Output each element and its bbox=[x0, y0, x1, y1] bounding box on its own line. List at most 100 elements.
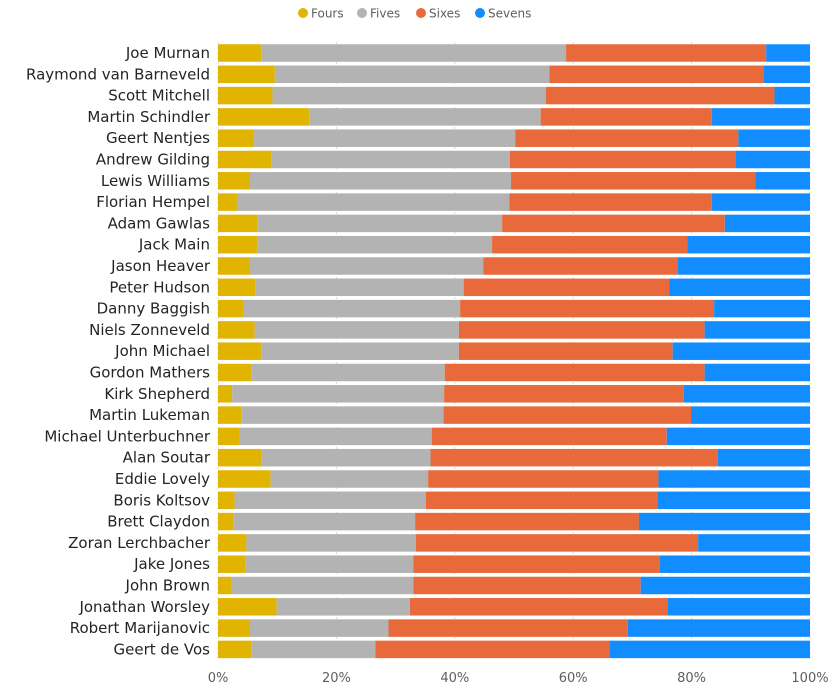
bar-fives-martin-lukeman[interactable] bbox=[241, 406, 444, 424]
bar-fives-geert-nentjes[interactable] bbox=[254, 129, 516, 147]
bar-sixes-martin-lukeman[interactable] bbox=[443, 406, 692, 424]
bar-fours-john-michael[interactable] bbox=[218, 342, 262, 360]
bar-sixes-geert-de-vos[interactable] bbox=[375, 640, 610, 659]
bar-fours-boris-koltsov[interactable] bbox=[218, 491, 235, 510]
bar-fives-alan-soutar[interactable] bbox=[261, 448, 431, 467]
bar-fives-john-brown[interactable] bbox=[231, 576, 414, 595]
bar-fives-jonathan-worsley[interactable] bbox=[276, 598, 410, 616]
bar-fours-geert-de-vos[interactable] bbox=[218, 640, 252, 659]
bar-fours-jason-heaver[interactable] bbox=[218, 257, 250, 275]
bar-sixes-raymond-van-barneveld[interactable] bbox=[549, 65, 764, 84]
bar-fives-brett-claydon[interactable] bbox=[233, 512, 416, 531]
bar-sevens-joe-murnan[interactable] bbox=[766, 44, 810, 62]
bar-fives-florian-hempel[interactable] bbox=[236, 193, 510, 211]
legend-item-sevens[interactable]: Sevens bbox=[475, 7, 531, 21]
bar-sevens-peter-hudson[interactable] bbox=[669, 278, 810, 297]
bar-sixes-martin-schindler[interactable] bbox=[540, 108, 712, 126]
bar-fives-robert-marijanovic[interactable] bbox=[249, 619, 389, 637]
bar-fours-john-brown[interactable] bbox=[218, 576, 232, 595]
bar-sixes-lewis-williams[interactable] bbox=[511, 172, 756, 190]
bar-sevens-niels-zonneveld[interactable] bbox=[704, 321, 810, 339]
bar-fours-lewis-williams[interactable] bbox=[218, 172, 250, 190]
bar-sixes-niels-zonneveld[interactable] bbox=[458, 321, 705, 339]
bar-fives-jack-main[interactable] bbox=[257, 235, 493, 254]
bar-sixes-john-brown[interactable] bbox=[413, 576, 641, 595]
bar-sevens-brett-claydon[interactable] bbox=[638, 512, 810, 531]
bar-fives-jake-jones[interactable] bbox=[245, 555, 414, 573]
bar-fours-robert-marijanovic[interactable] bbox=[218, 619, 250, 637]
bar-sixes-adam-gawlas[interactable] bbox=[502, 214, 725, 233]
bar-fours-adam-gawlas[interactable] bbox=[218, 214, 258, 233]
legend-item-fives[interactable]: Fives bbox=[357, 7, 400, 21]
bar-sevens-john-michael[interactable] bbox=[672, 342, 810, 360]
bar-fours-gordon-mathers[interactable] bbox=[218, 363, 252, 382]
bar-sevens-michael-unterbuchner[interactable] bbox=[666, 427, 810, 446]
bar-fours-scott-mitchell[interactable] bbox=[218, 86, 273, 105]
bar-sixes-andrew-gilding[interactable] bbox=[509, 150, 736, 169]
bar-fives-niels-zonneveld[interactable] bbox=[254, 321, 459, 339]
legend-item-sixes[interactable]: Sixes bbox=[416, 7, 460, 21]
bar-sevens-jonathan-worsley[interactable] bbox=[667, 598, 810, 616]
bar-sixes-zoran-lerchbacher[interactable] bbox=[415, 534, 699, 552]
bar-fours-alan-soutar[interactable] bbox=[218, 448, 262, 467]
bar-sixes-jonathan-worsley[interactable] bbox=[409, 598, 668, 616]
bar-fours-jack-main[interactable] bbox=[218, 235, 258, 254]
bar-sevens-kirk-shepherd[interactable] bbox=[683, 385, 810, 403]
bar-fives-boris-koltsov[interactable] bbox=[234, 491, 426, 510]
bar-fives-martin-schindler[interactable] bbox=[309, 108, 541, 126]
bar-sixes-geert-nentjes[interactable] bbox=[515, 129, 739, 147]
bar-sixes-kirk-shepherd[interactable] bbox=[444, 385, 684, 403]
bar-sevens-scott-mitchell[interactable] bbox=[774, 86, 810, 105]
bar-fours-jonathan-worsley[interactable] bbox=[218, 598, 277, 616]
bar-fours-danny-baggish[interactable] bbox=[218, 299, 244, 318]
bar-sevens-martin-lukeman[interactable] bbox=[691, 406, 810, 424]
bar-sixes-scott-mitchell[interactable] bbox=[545, 86, 775, 105]
bar-fives-jason-heaver[interactable] bbox=[249, 257, 484, 275]
bar-sevens-geert-nentjes[interactable] bbox=[738, 129, 810, 147]
bar-fours-jake-jones[interactable] bbox=[218, 555, 246, 573]
bar-sevens-jake-jones[interactable] bbox=[659, 555, 810, 573]
bar-fours-florian-hempel[interactable] bbox=[218, 193, 237, 211]
bar-sixes-jake-jones[interactable] bbox=[413, 555, 660, 573]
bar-sevens-danny-baggish[interactable] bbox=[714, 299, 810, 318]
legend-item-fours[interactable]: Fours bbox=[298, 7, 344, 21]
bar-fives-scott-mitchell[interactable] bbox=[272, 86, 546, 105]
bar-sixes-danny-baggish[interactable] bbox=[460, 299, 715, 318]
bar-sevens-jack-main[interactable] bbox=[687, 235, 810, 254]
bar-sevens-florian-hempel[interactable] bbox=[711, 193, 810, 211]
bar-fives-michael-unterbuchner[interactable] bbox=[239, 427, 432, 446]
bar-fives-andrew-gilding[interactable] bbox=[271, 150, 510, 169]
bar-fives-raymond-van-barneveld[interactable] bbox=[274, 65, 550, 84]
bar-sevens-eddie-lovely[interactable] bbox=[658, 470, 810, 488]
bar-sevens-robert-marijanovic[interactable] bbox=[627, 619, 810, 637]
bar-fives-gordon-mathers[interactable] bbox=[251, 363, 445, 382]
bar-sevens-gordon-mathers[interactable] bbox=[704, 363, 810, 382]
bar-sixes-alan-soutar[interactable] bbox=[430, 448, 718, 467]
bar-sevens-martin-schindler[interactable] bbox=[711, 108, 810, 126]
bar-sixes-florian-hempel[interactable] bbox=[509, 193, 712, 211]
bar-sixes-robert-marijanovic[interactable] bbox=[388, 619, 628, 637]
bar-fours-peter-hudson[interactable] bbox=[218, 278, 256, 297]
bar-fives-eddie-lovely[interactable] bbox=[270, 470, 429, 488]
bar-sevens-geert-de-vos[interactable] bbox=[609, 640, 810, 659]
bar-fives-john-michael[interactable] bbox=[261, 342, 459, 360]
bar-fours-michael-unterbuchner[interactable] bbox=[218, 427, 240, 446]
bar-fives-lewis-williams[interactable] bbox=[249, 172, 512, 190]
bar-sevens-raymond-van-barneveld[interactable] bbox=[763, 65, 810, 84]
bar-fives-adam-gawlas[interactable] bbox=[257, 214, 503, 233]
bar-sixes-brett-claydon[interactable] bbox=[415, 512, 639, 531]
bar-fives-kirk-shepherd[interactable] bbox=[232, 385, 445, 403]
bar-sevens-boris-koltsov[interactable] bbox=[657, 491, 810, 510]
bar-sevens-alan-soutar[interactable] bbox=[717, 448, 810, 467]
bar-sixes-john-michael[interactable] bbox=[458, 342, 673, 360]
bar-sixes-joe-murnan[interactable] bbox=[566, 44, 767, 62]
bar-fours-eddie-lovely[interactable] bbox=[218, 470, 271, 488]
bar-fours-joe-murnan[interactable] bbox=[218, 44, 262, 62]
bar-sixes-jason-heaver[interactable] bbox=[483, 257, 678, 275]
bar-sixes-gordon-mathers[interactable] bbox=[444, 363, 705, 382]
bar-fours-geert-nentjes[interactable] bbox=[218, 129, 255, 147]
bar-fives-zoran-lerchbacher[interactable] bbox=[246, 534, 416, 552]
bar-sevens-andrew-gilding[interactable] bbox=[736, 150, 810, 169]
bar-fives-joe-murnan[interactable] bbox=[261, 44, 567, 62]
bar-sixes-jack-main[interactable] bbox=[492, 235, 688, 254]
